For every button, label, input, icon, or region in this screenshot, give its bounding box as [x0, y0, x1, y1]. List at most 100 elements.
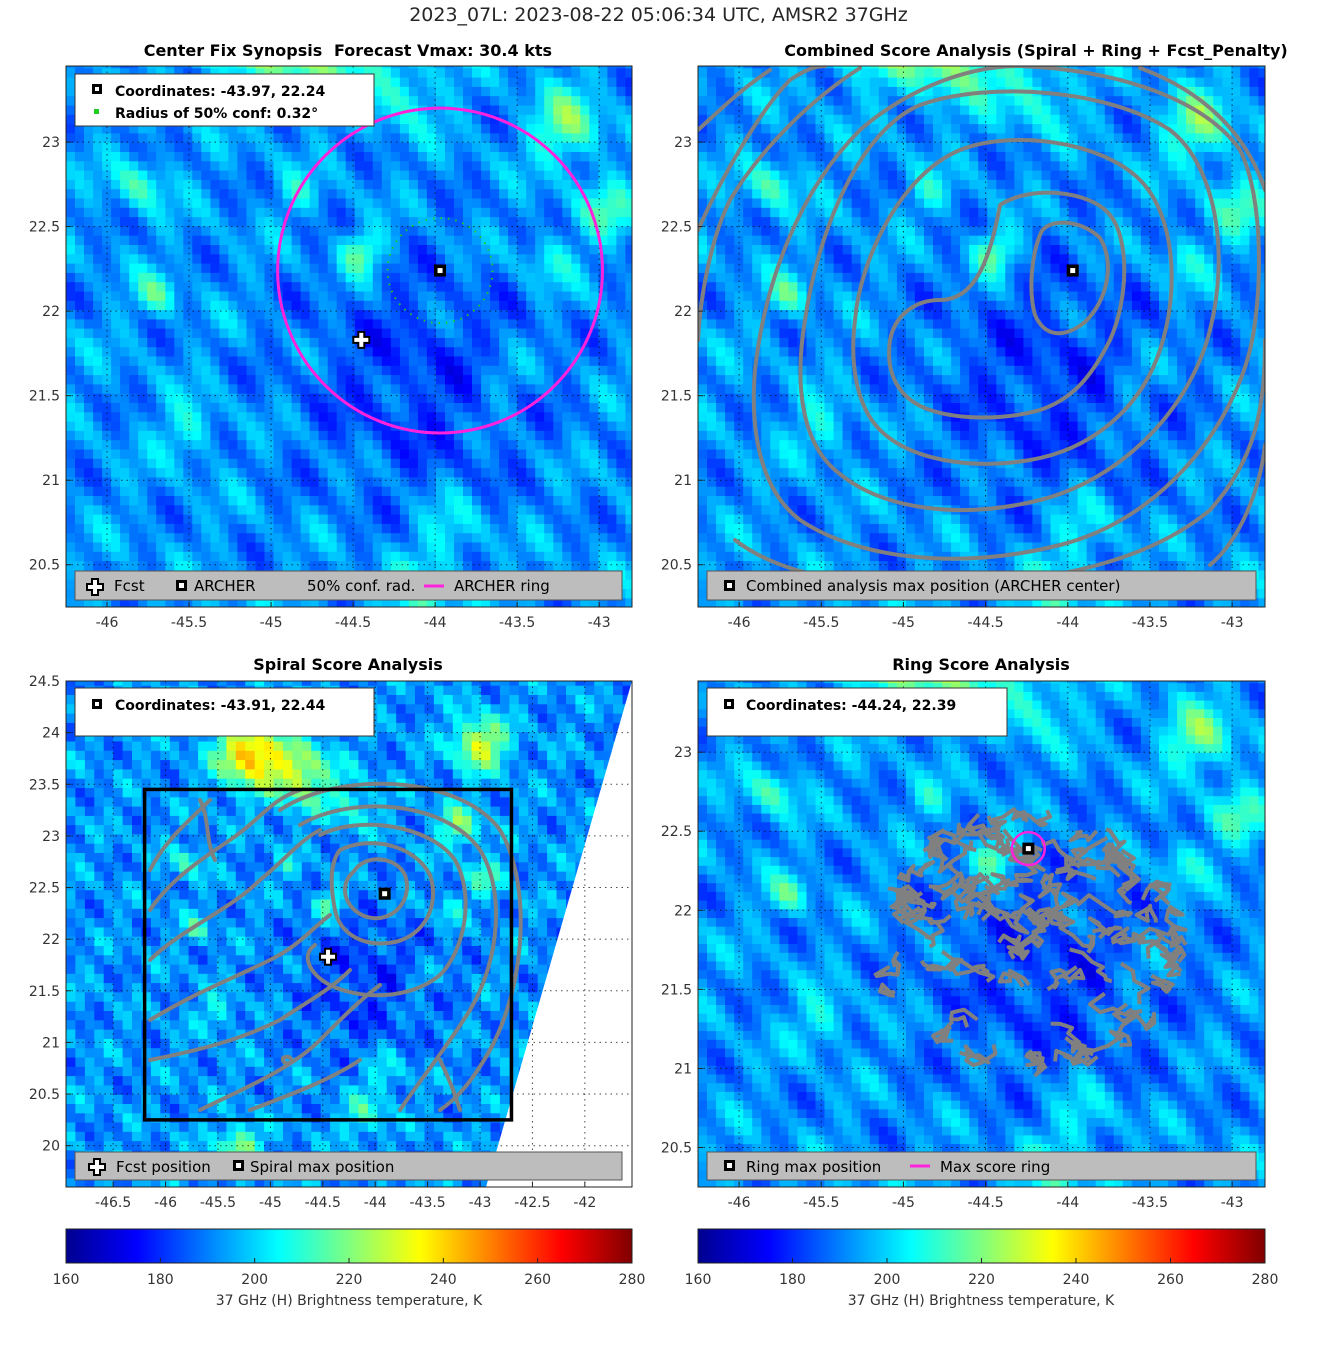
y-tick-label: 21.5 — [29, 389, 60, 405]
heatmap-cell — [174, 597, 184, 607]
heatmap-cell — [607, 504, 617, 515]
heatmap-cell — [201, 318, 211, 329]
heatmap-cell — [291, 235, 302, 245]
heatmap-cell — [426, 253, 437, 264]
heatmap-cell — [725, 523, 735, 534]
heatmap-cell — [129, 551, 139, 562]
heatmap-cell — [860, 458, 871, 469]
heatmap-cell — [716, 207, 726, 218]
heatmap-cell — [698, 225, 708, 236]
heatmap-cell — [417, 514, 428, 524]
heatmap-cell — [318, 448, 329, 459]
heatmap-cell — [472, 290, 482, 301]
heatmap-cell — [93, 281, 103, 292]
heatmap-cell — [390, 281, 401, 292]
heatmap-cell — [833, 448, 844, 459]
heatmap-cell — [598, 467, 608, 478]
heatmap-cell — [743, 439, 753, 450]
heatmap-cell — [842, 504, 853, 515]
heatmap-cell — [481, 123, 491, 134]
heatmap-cell — [779, 86, 789, 97]
heatmap-cell — [417, 523, 428, 534]
heatmap-cell — [616, 216, 626, 227]
heatmap-cell — [580, 439, 590, 450]
heatmap-cell — [237, 197, 247, 208]
heatmap-cell — [165, 66, 175, 69]
heatmap-cell — [625, 439, 632, 450]
heatmap-cell — [616, 66, 626, 69]
heatmap-cell — [833, 421, 844, 431]
heatmap-cell — [743, 597, 753, 607]
heatmap-cell — [535, 66, 545, 69]
heatmap-cell — [84, 281, 94, 292]
heatmap-cell — [138, 244, 148, 255]
heatmap-cell — [707, 179, 717, 190]
heatmap-cell — [255, 290, 266, 301]
heatmap-cell — [761, 95, 771, 106]
heatmap-cell — [129, 504, 139, 515]
heatmap-cell — [598, 355, 608, 366]
heatmap-cell — [318, 560, 329, 571]
heatmap-cell — [381, 514, 392, 524]
heatmap-cell — [291, 337, 302, 348]
heatmap-cell — [535, 411, 545, 422]
heatmap-cell — [102, 448, 112, 459]
heatmap-cell — [282, 402, 293, 413]
heatmap-cell — [336, 263, 347, 273]
heatmap-cell — [589, 421, 599, 431]
heatmap-cell — [201, 207, 211, 218]
heatmap-cell — [625, 207, 632, 218]
plus-marker — [352, 330, 371, 349]
heatmap-cell — [490, 77, 500, 87]
heatmap-cell — [571, 504, 581, 515]
heatmap-cell — [381, 300, 392, 311]
heatmap-cell — [716, 365, 726, 376]
heatmap-cell — [698, 486, 708, 496]
heatmap-cell — [237, 290, 247, 301]
heatmap-cell — [463, 86, 473, 97]
heatmap-cell — [562, 514, 572, 524]
heatmap-cell — [210, 476, 220, 487]
heatmap-cell — [120, 393, 130, 403]
heatmap-cell — [399, 476, 410, 487]
heatmap-cell — [824, 430, 835, 441]
heatmap-cell — [779, 504, 789, 515]
heatmap-cell — [436, 179, 446, 190]
heatmap-cell — [147, 66, 157, 69]
heatmap-cell — [770, 263, 780, 273]
heatmap-cell — [752, 514, 762, 524]
heatmap-cell — [589, 355, 599, 366]
heatmap-cell — [734, 123, 744, 134]
heatmap-cell — [616, 532, 626, 543]
heatmap-cell — [544, 393, 554, 403]
heatmap-cell — [372, 421, 383, 431]
heatmap-cell — [869, 551, 880, 562]
heatmap-cell — [174, 476, 184, 487]
heatmap-cell — [707, 365, 717, 376]
heatmap-cell — [797, 235, 807, 245]
heatmap-cell — [255, 67, 266, 78]
heatmap-cell — [598, 365, 608, 376]
heatmap-cell — [499, 281, 509, 292]
heatmap-cell — [309, 272, 320, 283]
heatmap-cell — [544, 309, 554, 320]
heatmap-cell — [508, 86, 518, 97]
heatmap-cell — [517, 151, 527, 162]
heatmap-cell — [580, 207, 590, 218]
heatmap-cell — [806, 411, 817, 422]
heatmap-cell — [607, 188, 617, 199]
heatmap-cell — [282, 421, 293, 431]
heatmap-cell — [463, 328, 473, 338]
heatmap-cell — [589, 411, 599, 422]
heatmap-cell — [219, 448, 229, 459]
heatmap-cell — [779, 402, 789, 413]
heatmap-cell — [698, 430, 708, 441]
heatmap-cell — [147, 355, 157, 366]
heatmap-cell — [93, 160, 103, 171]
heatmap-cell — [84, 411, 94, 422]
heatmap-cell — [246, 318, 257, 329]
heatmap-cell — [336, 197, 347, 208]
heatmap-cell — [779, 458, 789, 469]
heatmap-cell — [553, 448, 563, 459]
heatmap-cell — [381, 411, 392, 422]
